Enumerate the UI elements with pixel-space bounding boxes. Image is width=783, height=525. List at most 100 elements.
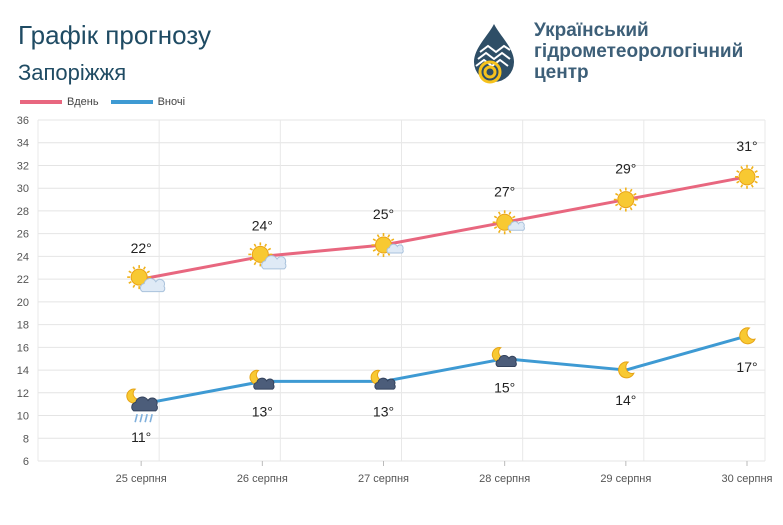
y-tick-label: 20 (17, 297, 29, 309)
day-data-label: 25° (373, 206, 394, 222)
night-data-label: 11° (131, 429, 151, 445)
sun-ray (629, 206, 633, 211)
y-tick-label: 18 (17, 320, 29, 332)
x-tick-label: 27 серпня (358, 473, 409, 485)
y-tick-label: 36 (17, 115, 29, 127)
city-name: Запоріжжя (18, 60, 127, 85)
night-data-label: 13° (373, 403, 394, 419)
y-tick-label: 12 (17, 388, 29, 400)
night-data-label: 15° (494, 380, 515, 396)
rain-drop (149, 413, 153, 423)
y-tick-label: 26 (17, 229, 29, 241)
sun-ray (387, 234, 391, 238)
night-series-line (140, 334, 748, 406)
night-data-label: 17° (736, 359, 757, 375)
moon-cloud-icon (370, 369, 396, 390)
x-tick-label: 28 серпня (479, 473, 530, 485)
moon-cloud-rain-icon (126, 388, 158, 423)
org-line-2: гідрометеорологічний (534, 41, 744, 62)
x-tick-label: 29 серпня (600, 473, 651, 485)
sun-disc (130, 268, 148, 286)
y-tick-label: 32 (17, 160, 29, 172)
cloud-shape (140, 278, 166, 293)
sun-cloud-icon (248, 242, 287, 270)
y-tick-label: 6 (23, 456, 29, 468)
legend-item-day[interactable]: Вдень (20, 96, 99, 108)
day-data-label: 24° (252, 217, 273, 233)
sun-ray (128, 270, 132, 274)
cloud-shape (261, 255, 287, 270)
moon-cloud-icon (491, 347, 517, 367)
x-tick-label: 26 серпня (237, 473, 288, 485)
sun-ray (736, 170, 740, 174)
rain-drop (139, 413, 143, 423)
moon-cloud-icon (249, 369, 275, 390)
y-tick-label: 8 (23, 433, 29, 445)
sun-ray (132, 284, 136, 288)
sun-ray (754, 180, 758, 184)
day-data-label: 22° (131, 240, 152, 256)
sun-ray (736, 180, 740, 184)
sun-ray (615, 203, 619, 207)
sun-ray (750, 166, 754, 170)
sun-ray (754, 170, 758, 174)
cloud-shape (131, 396, 158, 412)
legend-swatch-day (20, 100, 62, 104)
sun-ray (629, 188, 633, 193)
moon-icon (739, 327, 756, 345)
sun-cloud-icon (127, 265, 166, 293)
sun-ray (633, 192, 637, 196)
sun-ray (249, 247, 253, 251)
day-series-line (140, 175, 748, 281)
cloud-shape (495, 354, 517, 367)
sun-ray (372, 238, 377, 242)
rain-drop (144, 413, 148, 423)
y-tick-label: 10 (17, 411, 29, 423)
sun-ray (633, 203, 637, 207)
day-data-label: 31° (736, 138, 757, 154)
sun-disc (617, 191, 635, 209)
cloud-shape (386, 243, 404, 254)
sun-ray (493, 215, 498, 219)
cloud-shape (507, 221, 525, 231)
sun-ray (142, 266, 146, 270)
organization-name: Український гідрометеорологічний центр (534, 20, 743, 83)
sun-ray (740, 166, 744, 170)
sun-icon (613, 187, 638, 212)
sun-ray (619, 188, 623, 193)
sun-ray (508, 211, 512, 215)
x-tick-label: 30 серпня (721, 473, 772, 485)
day-data-label: 29° (615, 161, 636, 177)
sun-ray (132, 266, 136, 270)
legend-label-day: Вдень (67, 96, 99, 108)
sun-ray (264, 243, 268, 248)
chart-legend: Вдень Вночі (20, 96, 197, 108)
sun-ray (372, 248, 377, 252)
sun-ray (497, 229, 501, 234)
y-tick-label: 16 (17, 342, 29, 354)
sun-ray (750, 184, 754, 188)
sun-ray (128, 280, 132, 284)
sun-ray (390, 238, 395, 242)
night-data-label: 14° (615, 392, 636, 408)
night-data-label: 13° (252, 403, 273, 419)
sun-ray (615, 192, 619, 196)
legend-item-night[interactable]: Вночі (110, 96, 185, 108)
sun-disc (738, 168, 756, 186)
sun-icon (735, 164, 759, 189)
y-tick-label: 24 (17, 251, 29, 263)
moon-crescent (739, 327, 756, 345)
sun-ray (249, 258, 253, 262)
chart-title: Графік прогнозу (18, 20, 211, 50)
sun-ray (146, 270, 150, 274)
y-tick-label: 34 (17, 138, 29, 150)
y-tick-label: 30 (17, 183, 29, 195)
sun-ray (376, 252, 380, 256)
sun-cloud-small-icon (492, 210, 525, 235)
org-line-3: центр (534, 62, 589, 83)
sun-ray (493, 226, 498, 229)
sun-cloud-small-icon (371, 233, 404, 258)
sun-ray (376, 234, 380, 238)
sun-ray (253, 261, 257, 266)
